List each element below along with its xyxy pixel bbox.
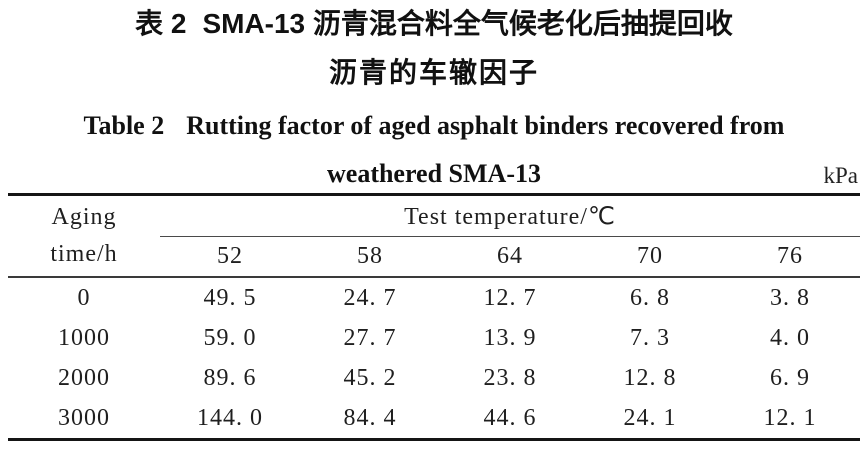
value-cell: 27. 7 [343, 324, 397, 351]
aging-time-cell: 0 [77, 284, 91, 311]
row-axis-header: Aging time/h [8, 194, 160, 278]
caption-en-line1: Table 2 Rutting factor of aged asphalt bi… [0, 110, 868, 141]
temp-col-header: 70 [580, 236, 720, 278]
caption-zh-table-number: 表 2 [135, 8, 187, 39]
value-cell: 23. 8 [483, 364, 537, 391]
value-cell: 144. 0 [197, 404, 263, 431]
value-cell: 59. 0 [203, 324, 257, 351]
temp-col-header: 76 [720, 236, 860, 278]
value-cell: 3. 8 [770, 284, 810, 311]
caption-en-line2: weathered SMA-13 kPa [0, 158, 868, 189]
temp-col-header: 64 [440, 236, 580, 278]
caption-zh-line2: 沥青的车辙因子 [0, 56, 868, 90]
rutting-factor-table: Aging time/h Test temperature/℃ 52 58 64… [8, 193, 860, 441]
value-cell: 12. 1 [763, 404, 817, 431]
table-row: 0 49. 5 24. 7 12. 7 6. 8 3. 8 [8, 277, 860, 318]
temp-col-header: 52 [160, 236, 300, 278]
value-cell: 44. 6 [483, 404, 537, 431]
value-cell: 4. 0 [770, 324, 810, 351]
caption-zh-text-2: 沥青的车辙因子 [328, 57, 539, 88]
value-cell: 12. 8 [623, 364, 677, 391]
value-cell: 49. 5 [203, 284, 257, 311]
caption-zh-text: SMA-13 沥青混合料全气候老化后抽提回收 [202, 8, 733, 39]
caption-en-table-number: Table 2 [83, 111, 165, 140]
value-cell: 6. 8 [630, 284, 670, 311]
table-row: 3000 144. 0 84. 4 44. 6 24. 1 12. 1 [8, 398, 860, 440]
aging-time-cell: 3000 [58, 404, 110, 431]
temp-col-header: 58 [300, 236, 440, 278]
caption-en-text: Rutting factor of aged asphalt binders r… [186, 111, 785, 140]
value-cell: 12. 7 [483, 284, 537, 311]
value-cell: 89. 6 [203, 364, 257, 391]
value-cell: 45. 2 [343, 364, 397, 391]
aging-time-cell: 2000 [58, 364, 110, 391]
value-cell: 24. 7 [343, 284, 397, 311]
table-row: 2000 89. 6 45. 2 23. 8 12. 8 6. 9 [8, 358, 860, 398]
caption-zh-line1: 表 2 SMA-13 沥青混合料全气候老化后抽提回收 [0, 0, 868, 41]
header-row-group: Aging time/h Test temperature/℃ [8, 194, 860, 278]
value-cell: 84. 4 [343, 404, 397, 431]
unit-label: kPa [823, 163, 859, 188]
column-group-header: Test temperature/℃ [160, 194, 860, 237]
aging-time-cell: 1000 [58, 324, 110, 351]
value-cell: 6. 9 [770, 364, 810, 391]
header-row-temperatures: 52 58 64 70 76 [8, 236, 860, 278]
table-row: 1000 59. 0 27. 7 13. 9 7. 3 4. 0 [8, 318, 860, 358]
table-container: Aging time/h Test temperature/℃ 52 58 64… [8, 193, 860, 441]
value-cell: 7. 3 [630, 324, 670, 351]
value-cell: 13. 9 [483, 324, 537, 351]
value-cell: 24. 1 [623, 404, 677, 431]
caption-en-text-2: weathered SMA-13 [327, 159, 541, 188]
